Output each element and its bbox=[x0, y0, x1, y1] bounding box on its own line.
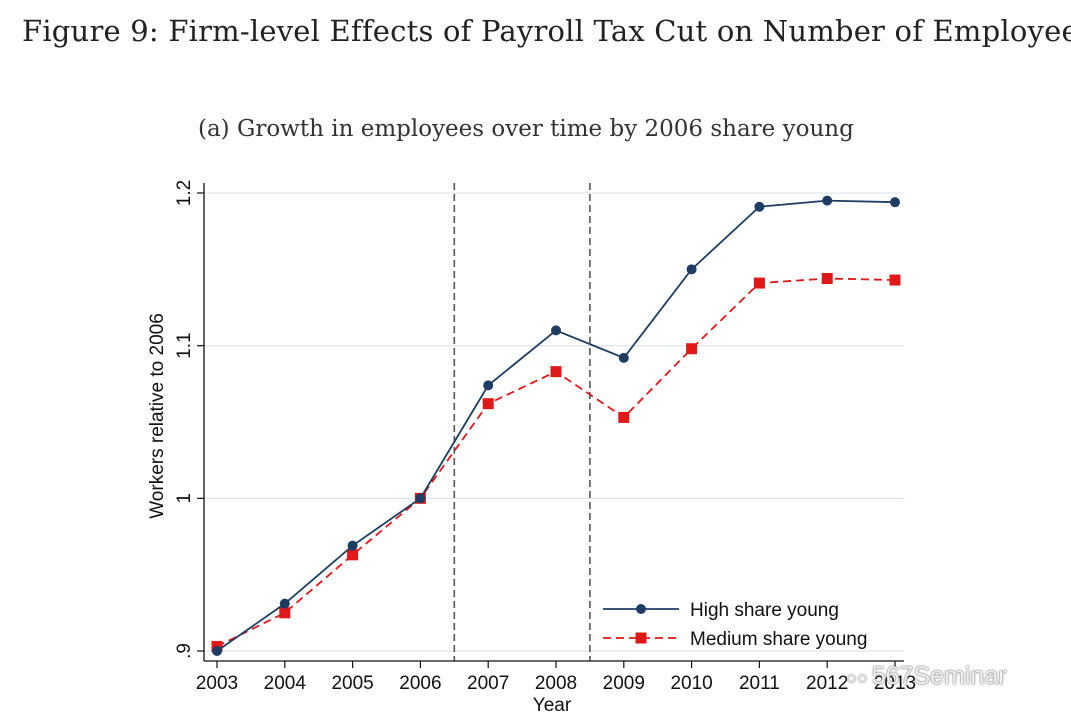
medium-share-point bbox=[618, 411, 630, 423]
x-tick-label: 2008 bbox=[535, 673, 577, 694]
high-share-point bbox=[279, 598, 290, 609]
medium-share-point bbox=[482, 398, 494, 410]
y-tick-label: 1.1 bbox=[174, 332, 195, 358]
medium-share-point bbox=[889, 274, 901, 286]
x-tick-label: 2005 bbox=[331, 673, 373, 694]
high-share-point bbox=[822, 195, 833, 206]
medium-share-point bbox=[550, 366, 562, 378]
y-axis-label: Workers relative to 2006 bbox=[147, 313, 168, 519]
high-share-point bbox=[890, 197, 900, 208]
wechat-icon: ○○ bbox=[846, 668, 868, 688]
x-tick-label: 2012 bbox=[806, 673, 848, 694]
legend-marker bbox=[636, 604, 646, 614]
medium-share-point bbox=[686, 343, 698, 355]
legend: High share young Medium share young bbox=[603, 600, 867, 650]
series bbox=[211, 195, 901, 656]
gridlines bbox=[204, 192, 904, 652]
y-tick-label: 1 bbox=[174, 493, 195, 504]
legend-label: Medium share young bbox=[690, 629, 867, 650]
axes: .9 1 1.1 1.2 2003 2004 2005 2006 2007 2008 2009 201… bbox=[147, 180, 916, 716]
medium-share-point bbox=[347, 549, 359, 561]
medium-share-point bbox=[279, 607, 291, 619]
x-tick-label: 2007 bbox=[467, 673, 509, 694]
high-share-point bbox=[212, 646, 222, 656]
x-tick-label: 2006 bbox=[399, 673, 441, 694]
high-share-point bbox=[483, 380, 494, 391]
x-tick-label: 2004 bbox=[264, 673, 307, 694]
high-share-point bbox=[754, 201, 765, 212]
x-tick-label: 2010 bbox=[670, 673, 712, 694]
medium-share-point bbox=[821, 272, 833, 284]
x-tick-label: 2003 bbox=[196, 673, 238, 694]
reference-lines bbox=[453, 183, 591, 661]
legend-marker bbox=[635, 632, 647, 644]
high-share-point bbox=[686, 264, 697, 275]
high-share-point bbox=[618, 352, 629, 363]
high-share-point bbox=[551, 325, 561, 336]
medium-share-point bbox=[753, 277, 765, 289]
watermark: ○○ 567Seminar bbox=[846, 662, 1007, 691]
high-share-point bbox=[347, 540, 358, 551]
x-tick-label: 2013 bbox=[874, 673, 916, 694]
watermark-text: 567Seminar bbox=[871, 662, 1007, 690]
x-tick-label: 2009 bbox=[603, 673, 645, 694]
chart-title: (a) Growth in employees over time by 200… bbox=[198, 116, 854, 142]
y-tick-label: .9 bbox=[174, 643, 195, 659]
legend-label: High share young bbox=[690, 600, 839, 621]
high-share-point bbox=[415, 493, 426, 504]
x-axis-label: Year bbox=[533, 695, 572, 716]
y-tick-label: 1.2 bbox=[174, 180, 195, 206]
figure-title: Figure 9: Firm-level Effects of Payroll … bbox=[22, 14, 1071, 48]
x-tick-label: 2011 bbox=[739, 673, 780, 694]
